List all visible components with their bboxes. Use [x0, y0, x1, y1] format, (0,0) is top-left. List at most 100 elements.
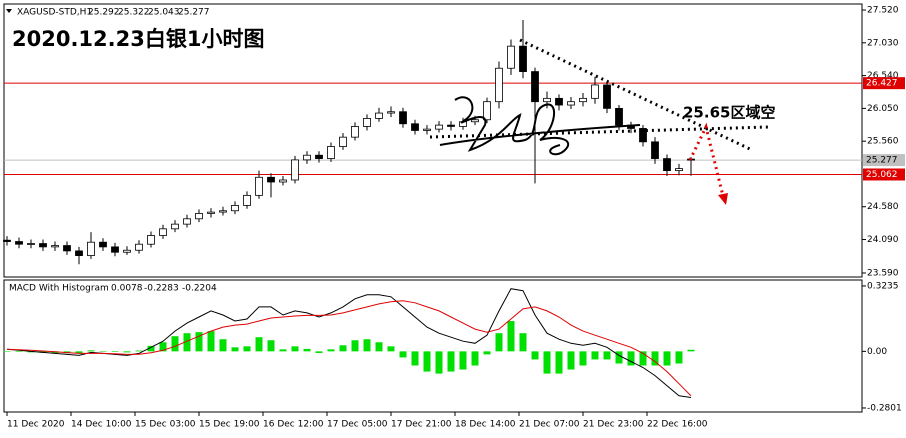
histogram-bar [411, 351, 419, 366]
y-tick-label: 26.050 [867, 104, 899, 114]
header-high: 25.322 [118, 8, 150, 18]
histogram-bar [435, 351, 443, 374]
candle-body [111, 246, 119, 253]
histogram-bar [507, 321, 515, 352]
forecast-arrow [688, 122, 726, 201]
candle-body [243, 194, 251, 206]
histogram-bar [171, 336, 179, 352]
candle-body [339, 136, 347, 147]
histogram-bar [207, 331, 215, 352]
histogram-bar [195, 332, 203, 352]
candle-body [375, 112, 383, 119]
candle-body [39, 243, 47, 248]
candle-body [303, 154, 311, 161]
candle-body [99, 241, 107, 248]
chart-title: 2020.12.23白银1小时图 [12, 27, 264, 51]
x-tick-label: 18 Dec 14:00 [455, 420, 516, 430]
histogram-bar [447, 351, 455, 372]
x-tick-label: 14 Dec 10:00 [71, 420, 132, 430]
x-tick-label: 17 Dec 21:00 [391, 420, 452, 430]
histogram-bar [615, 351, 623, 364]
histogram-bar [543, 351, 551, 374]
candle-body [327, 146, 335, 159]
candle-body [675, 168, 683, 172]
candle-body [363, 118, 371, 127]
y-tick-label: 27.520 [867, 6, 899, 16]
trend-line [519, 38, 753, 152]
candle-body [183, 218, 191, 225]
histogram-bar [219, 339, 227, 352]
candle-body [651, 141, 659, 159]
histogram-bar [555, 351, 563, 374]
last-price-label: 25.277 [866, 156, 898, 166]
drawings [429, 38, 769, 205]
candle-body [399, 111, 407, 125]
menu-arrow [6, 9, 12, 13]
histogram-bar [231, 347, 239, 352]
symbol: XAGUSD-STD,H1 [17, 8, 92, 18]
candle-body [159, 228, 167, 236]
histogram-bar [183, 333, 191, 352]
macd-hist-value: 0.0078 [111, 284, 143, 294]
histogram-bar [75, 351, 83, 354]
candle-body [531, 71, 539, 103]
header-close: 25.277 [178, 8, 210, 18]
candle-body [663, 158, 671, 172]
y-tick-label: -0.2801 [867, 403, 902, 413]
candle-body [591, 84, 599, 99]
candle-body [615, 107, 623, 126]
y-tick-label: 27.030 [867, 38, 899, 48]
histogram-bar [471, 351, 479, 366]
candle-body [267, 176, 275, 183]
y-tick-label: 25.560 [867, 137, 899, 147]
macd-line [6, 300, 692, 397]
histogram-bar [375, 342, 383, 352]
candle-body [207, 211, 215, 214]
x-tick-label: 17 Dec 05:00 [327, 420, 388, 430]
candle-body [579, 97, 587, 103]
x-tick-label: 22 Dec 16:00 [647, 420, 708, 430]
candle-body [171, 223, 179, 230]
candle-body [123, 249, 131, 253]
last-price-bg [863, 154, 905, 167]
candle-body [519, 45, 527, 72]
x-tick-label: 15 Dec 19:00 [199, 420, 260, 430]
histogram-bar [123, 351, 131, 353]
histogram-bar [255, 337, 263, 352]
histogram-bar [243, 346, 251, 352]
candle-body [3, 239, 11, 242]
histogram-bar [267, 340, 275, 352]
candle-body [255, 176, 263, 196]
histogram-bar [579, 351, 587, 366]
histogram-bar [147, 345, 155, 352]
candle-body [567, 101, 575, 106]
support-line [429, 125, 769, 139]
histogram-bar [303, 348, 311, 352]
candle-body [555, 97, 563, 106]
histogram-bar [339, 345, 347, 352]
histogram-bar [3, 351, 11, 352]
histogram-bar [675, 351, 683, 364]
histogram-bar [531, 351, 539, 360]
histogram-bar [291, 346, 299, 352]
histogram-bar [15, 351, 23, 352]
histogram-bar [651, 351, 659, 366]
histogram-bar [591, 351, 599, 360]
candle-body [135, 243, 143, 251]
histogram-bar [135, 350, 143, 352]
level-label: 25.062 [866, 170, 898, 180]
candle-body [195, 213, 203, 220]
candle-body [411, 123, 419, 131]
histogram-bar [567, 351, 575, 370]
candle-body [447, 124, 455, 127]
candle-body [51, 245, 59, 248]
histogram-bar [459, 351, 467, 370]
macd-line-value: -0.2283 [144, 284, 179, 294]
price-frame [3, 3, 863, 278]
candle-body [291, 159, 299, 181]
level-label-bg [863, 77, 905, 90]
histogram-bar [111, 351, 119, 352]
x-tick-label: 11 Dec 2020 [7, 420, 65, 430]
candle-body [543, 97, 551, 103]
level-label-bg [863, 168, 905, 181]
